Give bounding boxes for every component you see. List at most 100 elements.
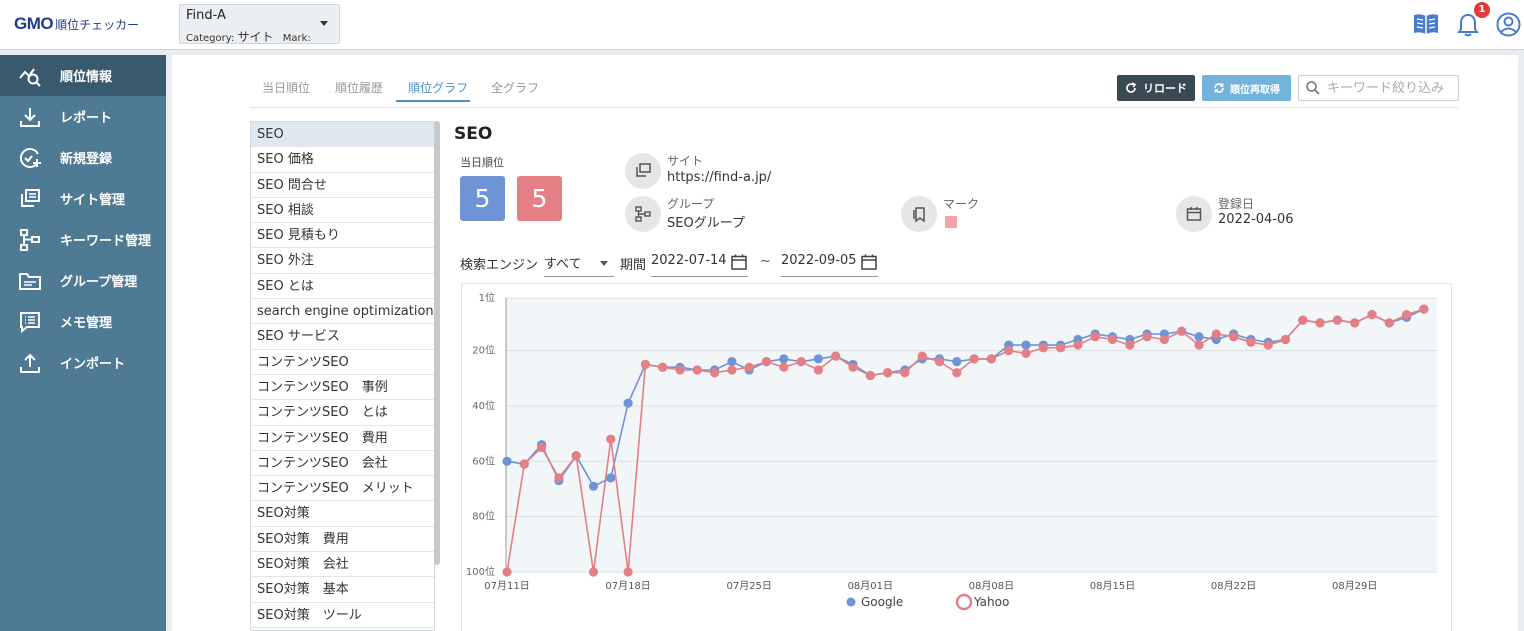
y-tick-label: 1位 [479,291,495,304]
list-item[interactable]: SEO対策 ツール [251,603,434,628]
bookmark-icon [913,207,925,223]
upload-icon [20,353,40,373]
data-point-yahoo [710,368,720,378]
data-point-yahoo [1177,326,1187,336]
data-point-yahoo [952,368,962,378]
list-item[interactable]: SEO [251,122,434,148]
refresh-icon [1126,82,1137,93]
reload-button-label: リロード [1143,82,1187,95]
data-point-yahoo [779,362,789,372]
data-point-google [588,481,599,491]
sidebar-item-label: 新規登録 [60,152,113,167]
start-date-field[interactable]: 2022-07-14 [651,251,748,277]
data-point-google [502,456,512,466]
period-label: 期間 [620,258,647,273]
keyword-list-scrollbar[interactable] [434,121,440,565]
x-tick-label: 08月08日 [969,580,1014,592]
sidebar-item-label: キーワード管理 [60,234,152,249]
list-item[interactable]: SEO対策 費用 [251,527,434,553]
data-point-yahoo [917,351,927,361]
group-label: グループ [667,197,715,211]
data-point-google [727,357,737,367]
keyword-filter-input[interactable] [1327,80,1451,96]
tab-rank-history[interactable]: 順位履歴 [335,81,384,95]
list-item[interactable]: SEO サービス [251,324,434,350]
refetch-rank-button[interactable]: 順位再取得 [1202,75,1291,101]
search-engine-label: 検索エンジン [460,258,539,273]
list-item[interactable]: コンテンツSEO メリット [251,476,434,502]
manual-book-icon[interactable] [1412,11,1440,37]
list-item[interactable]: コンテンツSEO 費用 [251,426,434,451]
reload-button[interactable]: リロード [1117,75,1195,101]
tab-rank-graph[interactable]: 順位グラフ [408,81,469,95]
data-point-yahoo [588,567,599,577]
legend-label-yahoo: Yahoo [973,595,1009,609]
memo-icon [20,311,40,333]
search-engine-select[interactable]: すべて [544,251,614,277]
folder-icon [19,272,41,290]
calendar-icon[interactable] [730,253,748,271]
list-item[interactable]: SEO対策 [251,501,434,527]
user-account-icon[interactable] [1496,12,1521,37]
list-item[interactable]: SEO とは [251,274,434,300]
bell-icon[interactable] [1456,12,1480,38]
sidebar-item-report[interactable]: レポート [0,96,166,137]
active-tab-indicator [396,100,470,102]
list-item[interactable]: SEO 価格 [251,147,434,173]
list-item[interactable]: search engine optimization [251,299,434,325]
sites-icon [636,163,651,177]
download-icon [20,107,40,127]
site-url: https://find-a.jp/ [667,170,772,185]
data-point-yahoo [813,365,823,375]
data-point-google [1021,340,1031,350]
sidebar-item-import[interactable]: インポート [0,342,166,383]
data-point-yahoo [1246,337,1256,347]
list-item[interactable]: SEO 相談 [251,198,434,224]
list-item[interactable]: コンテンツSEO 事例 [251,375,434,401]
data-point-yahoo [1280,334,1291,345]
list-item[interactable]: SEO対策 会社 [251,552,434,578]
rank-line-chart: 1位 20位 40位 60位 80位 100位 07月11日 07月18日 07月25日 08月0… [466,291,1437,611]
list-item[interactable]: SEO対策 基本 [251,577,434,603]
y-tick-label: 20位 [472,344,495,357]
data-point-yahoo [606,434,616,444]
data-point-yahoo [934,357,945,367]
logo-product: 順位チェッカー [55,18,140,32]
keyword-list: SEO SEO 価格 SEO 問合せ SEO 相談 SEO 見積もり SEO 外… [250,121,435,631]
data-point-google [779,354,789,364]
sidebar-item-rank-info[interactable]: 順位情報 [0,55,166,96]
data-point-yahoo [1159,334,1169,345]
app-logo[interactable]: GMO 順位チェッカー [14,14,139,34]
data-point-yahoo [1350,318,1360,328]
list-item[interactable]: コンテンツSEO 会社 [251,451,434,477]
end-date-value: 2022-09-05 [781,253,857,268]
data-point-yahoo [883,368,893,378]
add-circle-icon [19,147,41,168]
sidebar-item-group-management[interactable]: グループ管理 [0,260,166,301]
sidebar-item-new-registration[interactable]: 新規登録 [0,137,166,178]
daily-rank-label: 当日順位 [460,156,504,169]
refetch-rank-button-label: 順位再取得 [1230,84,1280,96]
list-item[interactable]: SEO 見積もり [251,223,434,249]
keyword-tree-icon [20,228,40,251]
rank-chart-icon [19,67,41,87]
list-item[interactable]: SEO 外注 [251,248,434,274]
sidebar-item-keyword-management[interactable]: キーワード管理 [0,219,166,260]
y-tick-label: 40位 [472,399,495,412]
data-point-yahoo [1194,340,1204,350]
data-point-yahoo [623,567,633,577]
data-point-yahoo [761,357,772,367]
calendar-icon[interactable] [860,253,878,271]
list-item[interactable]: SEO 問合せ [251,173,434,198]
sidebar-item-memo-management[interactable]: メモ管理 [0,301,166,342]
list-item[interactable]: コンテンツSEO とは [251,400,434,426]
sidebar-item-label: サイト管理 [60,193,126,208]
tab-daily-rank[interactable]: 当日順位 [262,81,311,95]
mark-label: Mark: [282,33,311,44]
end-date-field[interactable]: 2022-09-05 [781,251,878,277]
site-selector[interactable]: Find-A Category: サイト Mark: [179,4,340,44]
list-item[interactable]: コンテンツSEO [251,350,434,375]
data-point-yahoo [1229,332,1239,342]
sidebar-item-site-management[interactable]: サイト管理 [0,178,166,219]
tab-all-graphs[interactable]: 全グラフ [491,81,540,95]
